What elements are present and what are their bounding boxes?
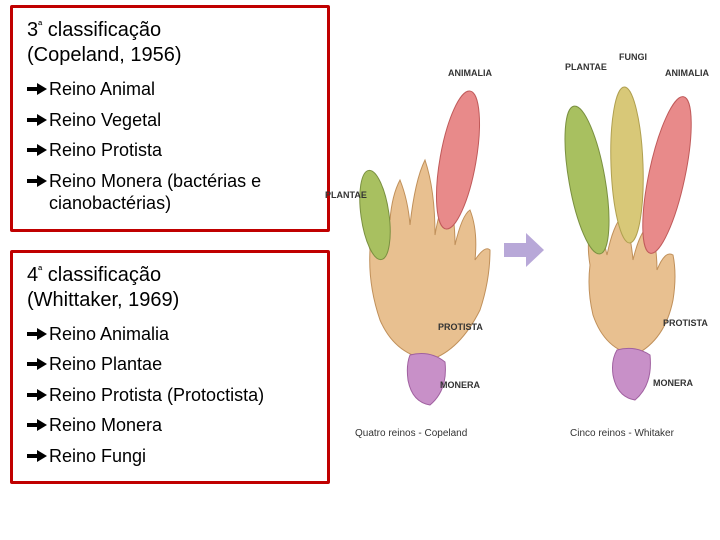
list-item: Reino Vegetal (27, 109, 313, 132)
whittaker-panel: PLANTAE FUNGI ANIMALIA PROTISTA MONERA C… (545, 50, 710, 430)
arrow-icon (27, 357, 49, 371)
label-monera: MONERA (653, 378, 693, 388)
list-item: Reino Fungi (27, 445, 313, 468)
box3-title: 3ª classificação (Copeland, 1956) (27, 18, 313, 68)
arrow-icon (27, 174, 49, 188)
copeland-panel: ANIMALIA PLANTAE PROTISTA MONERA Quatro … (340, 50, 505, 430)
arrow-icon (27, 82, 49, 96)
list-item: Reino Monera (bactérias e cianobactérias… (27, 170, 313, 215)
item-label: Reino Fungi (49, 445, 146, 468)
list-item: Reino Animalia (27, 323, 313, 346)
list-item: Reino Monera (27, 414, 313, 437)
title-rest: classificação (42, 264, 161, 286)
copeland-svg (340, 50, 505, 430)
title-rest: classificação (42, 19, 161, 41)
classification-box-3: 3ª classificação (Copeland, 1956) Reino … (10, 5, 330, 232)
title-num: 3 (27, 19, 38, 41)
label-protista: PROTISTA (438, 322, 483, 332)
item-label: Reino Plantae (49, 353, 162, 376)
list-item: Reino Plantae (27, 353, 313, 376)
kingdoms-diagram: ANIMALIA PLANTAE PROTISTA MONERA Quatro … (340, 50, 710, 470)
title-sub: (Copeland, 1956) (27, 44, 182, 66)
arrow-icon (27, 113, 49, 127)
label-animalia: ANIMALIA (448, 68, 492, 78)
label-animalia: ANIMALIA (665, 68, 709, 78)
label-protista: PROTISTA (663, 318, 708, 328)
item-label: Reino Monera (49, 414, 162, 437)
item-label: Reino Animalia (49, 323, 169, 346)
item-label: Reino Protista (Protoctista) (49, 384, 264, 407)
label-plantae: PLANTAE (325, 190, 367, 200)
label-plantae: PLANTAE (565, 62, 607, 72)
label-fungi: FUNGI (619, 52, 647, 62)
arrow-icon (27, 327, 49, 341)
item-label: Reino Protista (49, 139, 162, 162)
caption-whittaker: Cinco reinos - Whitaker (570, 428, 674, 439)
label-monera: MONERA (440, 380, 480, 390)
list-item: Reino Animal (27, 78, 313, 101)
item-label: Reino Monera (bactérias e cianobactérias… (49, 170, 313, 215)
classification-box-4: 4ª classificação (Whittaker, 1969) Reino… (10, 250, 330, 485)
list-item: Reino Protista (Protoctista) (27, 384, 313, 407)
arrow-icon (27, 449, 49, 463)
item-label: Reino Animal (49, 78, 155, 101)
title-sub: (Whittaker, 1969) (27, 289, 179, 311)
list-item: Reino Protista (27, 139, 313, 162)
whittaker-svg (545, 50, 710, 430)
box4-title: 4ª classificação (Whittaker, 1969) (27, 263, 313, 313)
transition-arrow-icon (504, 225, 544, 275)
item-label: Reino Vegetal (49, 109, 161, 132)
arrow-icon (27, 388, 49, 402)
arrow-icon (27, 418, 49, 432)
caption-copeland: Quatro reinos - Copeland (355, 428, 467, 439)
title-num: 4 (27, 264, 38, 286)
arrow-icon (27, 143, 49, 157)
